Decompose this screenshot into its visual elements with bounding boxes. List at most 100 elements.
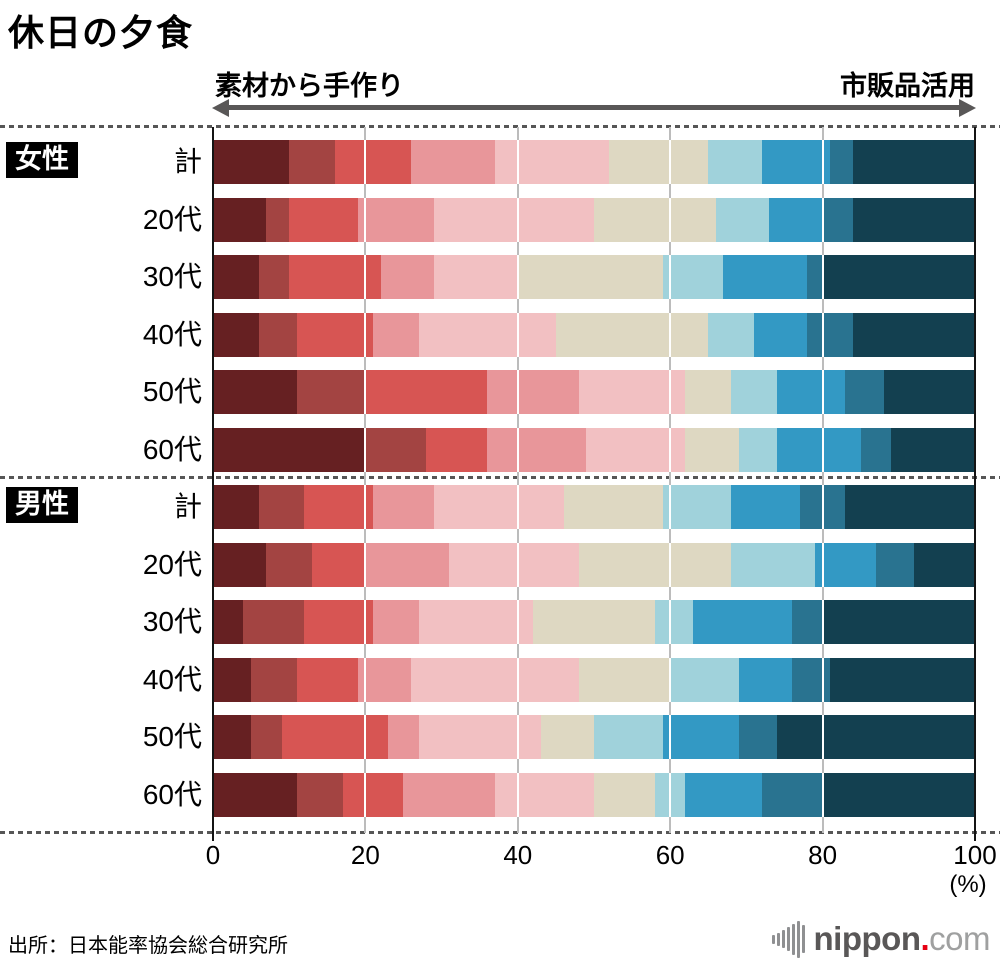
bar-segment bbox=[875, 543, 914, 587]
bar-segment bbox=[738, 658, 793, 702]
bar-segment bbox=[807, 255, 823, 299]
bar-segment bbox=[418, 313, 556, 357]
bar-segment bbox=[685, 428, 739, 472]
arrow-right-icon bbox=[959, 99, 976, 117]
bar-segment bbox=[213, 255, 259, 299]
gridline-overlay bbox=[669, 600, 672, 644]
page-title: 休日の夕食 bbox=[8, 12, 194, 53]
gridline-overlay bbox=[821, 715, 824, 759]
bar-segment bbox=[411, 140, 495, 184]
gridline-overlay bbox=[669, 428, 672, 472]
bar-segment bbox=[586, 428, 686, 472]
bar-segment bbox=[411, 658, 579, 702]
bar-segment bbox=[853, 140, 975, 184]
bar-segment bbox=[373, 600, 419, 644]
logo-name: nippon bbox=[813, 920, 921, 957]
bar-segment bbox=[243, 600, 305, 644]
row-label: 60代 bbox=[142, 779, 202, 810]
bar-row bbox=[213, 255, 975, 299]
gridline-overlay bbox=[516, 255, 519, 299]
x-tick-label: 20 bbox=[350, 840, 380, 870]
x-tick-label: 100 bbox=[953, 840, 997, 870]
bar-segment bbox=[883, 370, 975, 414]
bar-segment bbox=[418, 715, 541, 759]
bar-segment bbox=[251, 658, 297, 702]
row-label: 40代 bbox=[142, 664, 202, 695]
bar-segment bbox=[365, 428, 427, 472]
scale-left-label: 素材から手作り bbox=[215, 71, 404, 101]
bar-segment bbox=[426, 428, 488, 472]
bar-segment bbox=[357, 198, 434, 242]
axis-line-left bbox=[212, 127, 214, 841]
bar-segment bbox=[418, 600, 534, 644]
bar-segment bbox=[517, 255, 663, 299]
row-label: 50代 bbox=[142, 376, 202, 407]
bar-row bbox=[213, 715, 975, 759]
gridline-overlay bbox=[364, 658, 367, 702]
bar-segment bbox=[830, 140, 854, 184]
bar-segment bbox=[266, 543, 313, 587]
bar-segment bbox=[296, 773, 343, 817]
bar-segment bbox=[296, 370, 366, 414]
bar-segment bbox=[213, 543, 267, 587]
gridline-overlay bbox=[364, 198, 367, 242]
bar-row bbox=[213, 543, 975, 587]
bar-row bbox=[213, 140, 975, 184]
bar-segment bbox=[738, 428, 777, 472]
bar-segment bbox=[403, 773, 495, 817]
bar-segment bbox=[487, 428, 587, 472]
gridline-overlay bbox=[669, 198, 672, 242]
gridline-overlay bbox=[516, 313, 519, 357]
bar-segment bbox=[822, 773, 975, 817]
bar-segment bbox=[380, 255, 434, 299]
bar-segment bbox=[853, 313, 975, 357]
bar-segment bbox=[213, 773, 297, 817]
bar-segment bbox=[433, 255, 518, 299]
gridline bbox=[821, 127, 824, 833]
dotted-separator-top bbox=[0, 125, 1000, 128]
scale-right-label: 市販品活用 bbox=[840, 71, 975, 101]
gridline-overlay bbox=[364, 600, 367, 644]
gridline-overlay bbox=[821, 773, 824, 817]
bar-segment bbox=[433, 198, 594, 242]
bar-segment bbox=[731, 485, 800, 529]
axis-unit-label: (%) bbox=[949, 871, 987, 898]
bar-segment bbox=[708, 140, 762, 184]
gridline-overlay bbox=[516, 773, 519, 817]
bar-segment bbox=[266, 198, 290, 242]
dotted-separator-middle bbox=[0, 476, 1000, 479]
gridline-overlay bbox=[516, 658, 519, 702]
gridline bbox=[364, 127, 367, 833]
bar-segment bbox=[654, 600, 694, 644]
group-label: 女性 bbox=[6, 142, 78, 178]
bar-segment bbox=[563, 485, 663, 529]
row-label: 計 bbox=[173, 491, 202, 522]
bar-segment bbox=[814, 543, 876, 587]
bar-row bbox=[213, 313, 975, 357]
bar-segment bbox=[731, 370, 777, 414]
bar-segment bbox=[213, 485, 259, 529]
bar-segment bbox=[213, 313, 259, 357]
gridline-overlay bbox=[669, 140, 672, 184]
bar-row bbox=[213, 485, 975, 529]
x-tick-label: 40 bbox=[503, 840, 533, 870]
bar-segment bbox=[433, 485, 564, 529]
bar-segment bbox=[304, 600, 373, 644]
bar-segment bbox=[213, 658, 252, 702]
bar-segment bbox=[312, 543, 366, 587]
gridline-overlay bbox=[669, 370, 672, 414]
gridline-overlay bbox=[669, 773, 672, 817]
bar-segment bbox=[792, 600, 823, 644]
x-tick-label: 0 bbox=[205, 840, 221, 870]
bar-segment bbox=[822, 600, 975, 644]
bar-segment bbox=[822, 198, 853, 242]
bar-segment bbox=[258, 313, 297, 357]
gridline-overlay bbox=[821, 370, 824, 414]
bar-segment bbox=[213, 428, 366, 472]
bar-segment bbox=[822, 255, 975, 299]
gridline-overlay bbox=[821, 313, 824, 357]
bar-segment bbox=[213, 600, 244, 644]
gridline-overlay bbox=[364, 543, 367, 587]
gridline-overlay bbox=[669, 255, 672, 299]
